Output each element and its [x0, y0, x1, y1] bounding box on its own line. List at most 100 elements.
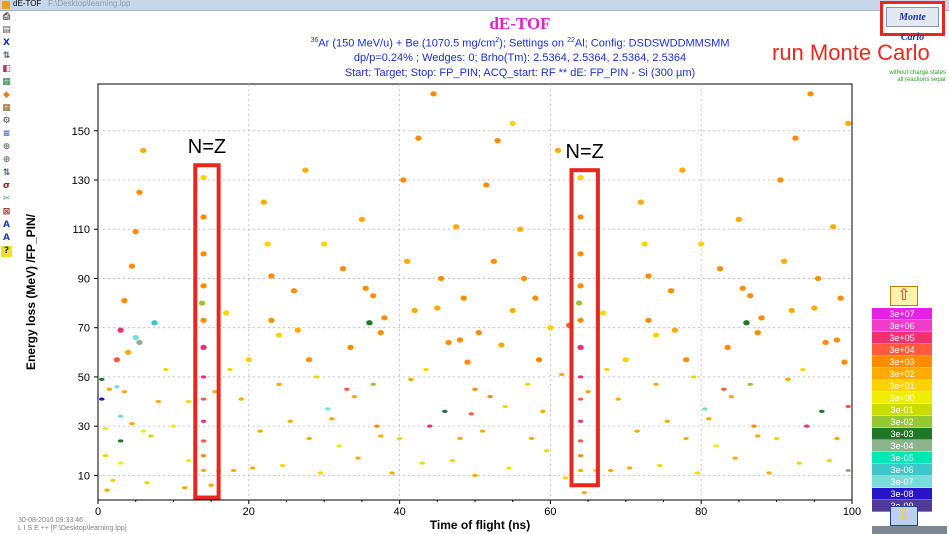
scale-down-arrow-icon[interactable]: ⇩	[890, 506, 918, 526]
nz-label: N=Z	[566, 141, 604, 163]
data-point	[754, 434, 761, 438]
window-title: dE-TOF	[13, 0, 42, 8]
data-point	[268, 317, 275, 323]
help-icon[interactable]: ?	[1, 246, 12, 257]
legend-entry: 3e-04	[872, 440, 932, 452]
document-path: F:\Desktop\learning.lpp	[48, 0, 131, 8]
data-point	[498, 342, 505, 348]
colormap-icon[interactable]: ▦	[2, 77, 11, 87]
scale-icon[interactable]: ⇅	[2, 168, 11, 178]
data-point	[811, 305, 818, 311]
plot-toolbar: ⎙ ▤ X ⇅ ◧ ▦ ◆ ▦ ⚙ ≡ ⊕ ⊕ ⇅ σ ✂ ⊠ A A?	[0, 12, 14, 262]
data-point	[773, 436, 780, 441]
monte-carlo-button[interactable]: Monte Carlo	[886, 7, 939, 43]
data-point	[716, 266, 724, 272]
footer-info: 30-08-2016 09:33:46 L I S E ++ [F:\Deskt…	[18, 517, 127, 533]
data-point	[245, 357, 252, 363]
x-axis-label: Time of flight (ns)	[429, 518, 531, 532]
data-point	[260, 199, 268, 205]
nz-label: N=Z	[188, 136, 226, 158]
x-tick-label: 80	[695, 506, 707, 518]
data-point	[690, 375, 697, 379]
data-point	[845, 404, 852, 409]
grid-icon[interactable]: ▦	[2, 103, 11, 113]
text-icon[interactable]: A	[3, 220, 10, 230]
data-point	[751, 424, 757, 428]
data-point	[144, 481, 150, 485]
data-point	[290, 288, 298, 294]
plot-frame	[97, 83, 853, 501]
x-tick-label: 20	[243, 506, 255, 518]
footer-path: L I S E ++ [F:\Desktop\learning.lpp]	[18, 525, 127, 532]
zoom-icon[interactable]: ⊕	[2, 155, 11, 165]
save-icon[interactable]: ▤	[2, 25, 11, 35]
data-point	[822, 339, 829, 346]
data-point	[222, 310, 230, 316]
data-point	[577, 439, 584, 443]
data-point	[452, 224, 460, 230]
legend-entry: 3e+06	[872, 320, 932, 332]
data-point	[834, 436, 840, 441]
data-point	[264, 241, 271, 247]
data-point	[370, 382, 377, 386]
data-point	[106, 387, 113, 391]
legend-entry: 3e+05	[872, 332, 932, 344]
data-point	[377, 434, 384, 438]
data-point	[577, 397, 584, 401]
cut-icon[interactable]: ✂	[2, 194, 11, 204]
data-point	[502, 404, 508, 409]
data-point	[198, 300, 206, 306]
data-point	[682, 357, 690, 363]
nz-highlight-box	[569, 168, 600, 488]
scale-up-arrow-icon[interactable]: ⇧	[890, 286, 918, 306]
data-point	[117, 414, 124, 418]
scale-icon[interactable]: ⇅	[2, 51, 11, 61]
data-point	[147, 434, 154, 438]
data-point	[257, 429, 263, 433]
settings-icon[interactable]: ⚙	[2, 116, 11, 126]
options-icon[interactable]: ≡	[2, 129, 11, 139]
monte-carlo-highlight: Monte Carlo	[880, 1, 945, 43]
data-point	[739, 285, 746, 291]
data-point	[645, 273, 652, 279]
data-point	[615, 397, 622, 401]
data-point	[653, 382, 659, 386]
cross-icon[interactable]: ⊠	[2, 207, 11, 217]
data-point	[124, 349, 132, 355]
color-icon[interactable]: ◆	[3, 90, 10, 100]
data-point	[423, 367, 429, 372]
zoom-icon[interactable]: ⊕	[2, 142, 11, 152]
data-point	[604, 367, 610, 372]
data-point	[445, 339, 452, 346]
data-point	[785, 377, 791, 381]
sigma-icon[interactable]: σ	[2, 181, 10, 191]
data-point	[826, 459, 833, 463]
data-point	[777, 177, 784, 183]
palette-icon[interactable]: ◧	[2, 64, 11, 74]
data-point	[599, 310, 607, 316]
legend-entry: 3e-03	[872, 428, 932, 440]
data-point	[728, 395, 735, 399]
data-point	[585, 390, 591, 394]
x-tick-label: 60	[544, 506, 556, 518]
y-tick-label: 30	[78, 421, 90, 433]
data-point	[389, 471, 395, 475]
y-tick-label: 90	[78, 273, 90, 285]
data-point	[132, 334, 139, 341]
data-point	[129, 422, 135, 426]
data-point	[370, 293, 377, 299]
data-point	[366, 320, 373, 326]
data-point	[702, 407, 708, 411]
data-point	[302, 167, 309, 173]
text-icon[interactable]: A	[3, 233, 10, 243]
data-point	[721, 387, 727, 391]
data-point	[136, 339, 143, 346]
data-point	[758, 315, 765, 321]
print-icon[interactable]: ⎙	[2, 12, 11, 22]
data-point	[577, 454, 584, 458]
x-icon[interactable]: X	[3, 38, 10, 48]
data-point	[562, 476, 569, 480]
data-point	[829, 224, 837, 230]
data-point	[102, 427, 109, 431]
